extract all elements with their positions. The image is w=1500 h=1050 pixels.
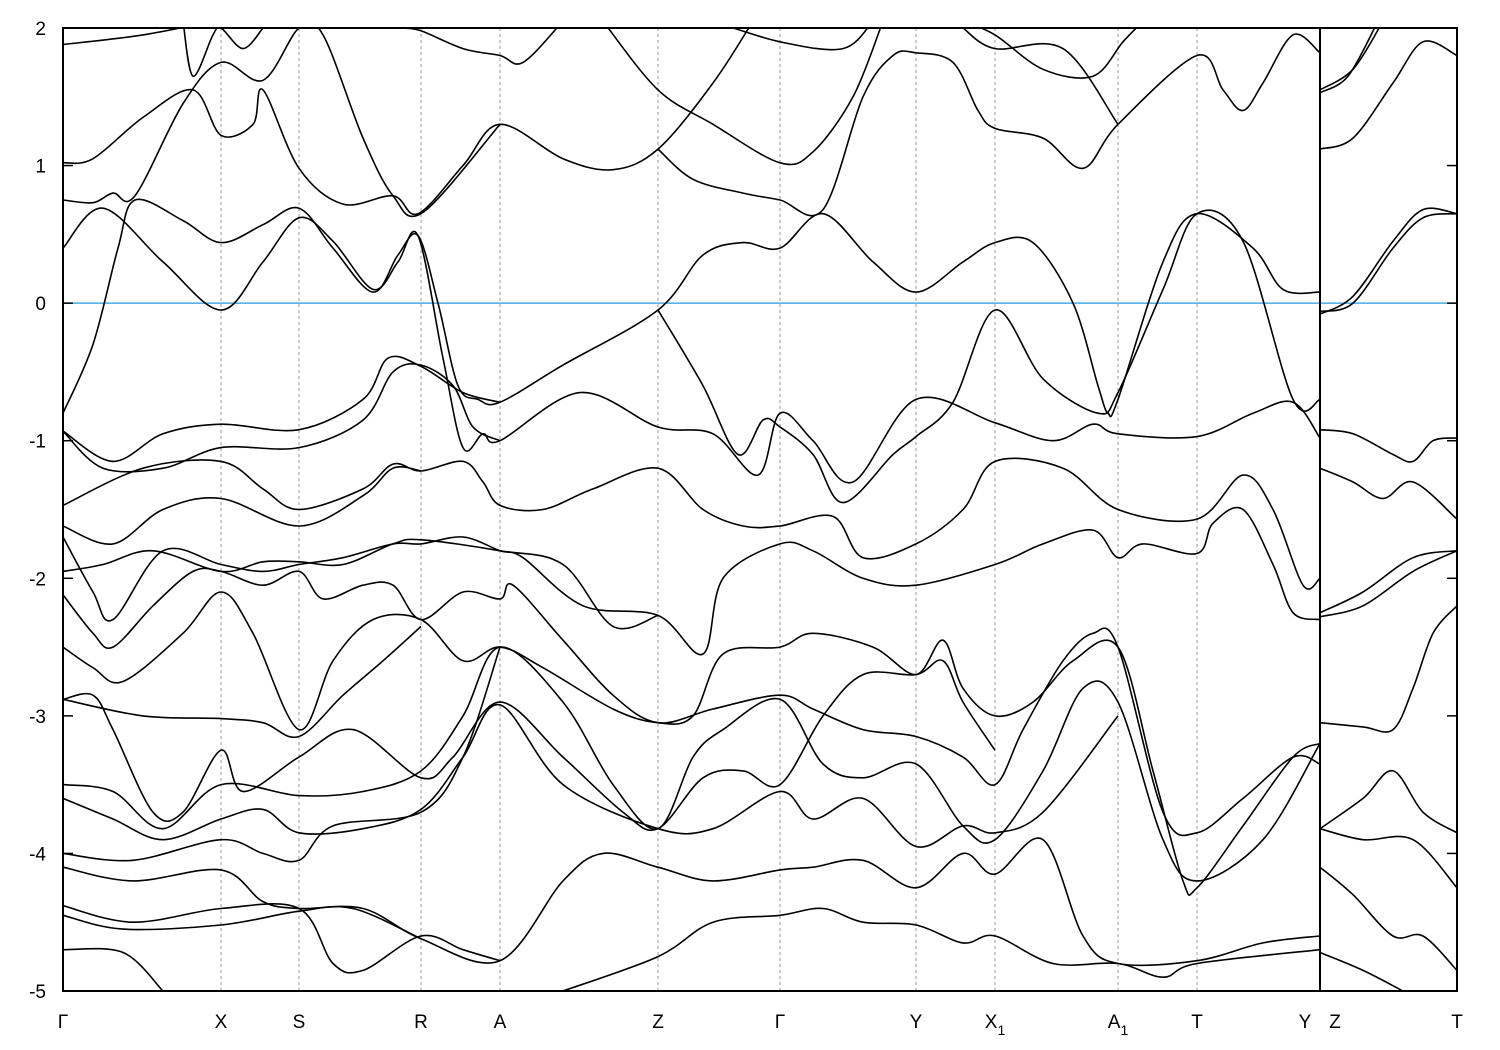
band-6 [63, 28, 185, 46]
x-tick-label: S [293, 1012, 306, 1033]
band-31 [63, 905, 422, 940]
band-13 [962, 28, 1119, 125]
band-17 [63, 466, 422, 545]
x-tick-text: S [293, 1012, 306, 1033]
x-tick-text: T [1451, 1012, 1463, 1033]
x-tick-text: Γ [58, 1012, 68, 1033]
x-tick-label: R [414, 1012, 428, 1033]
band-15 [63, 363, 501, 473]
bands [63, 28, 1457, 991]
x-tick-label: X1 [985, 1012, 1006, 1038]
x-tick-label: Z [1329, 1012, 1341, 1033]
x-tick-label: Γ [58, 1012, 68, 1033]
x-tick-text: A [1108, 1012, 1121, 1033]
band-21 [63, 591, 1321, 896]
band-1 [63, 198, 1321, 418]
x-tick-label: T [1451, 1012, 1463, 1033]
band-40 [1319, 550, 1457, 618]
y-tick-label: 2 [35, 19, 46, 40]
band-42 [1319, 770, 1457, 834]
y-tick-label: -4 [29, 844, 46, 865]
band-29 [63, 947, 164, 991]
band-44 [1319, 866, 1457, 971]
y-tick-label: -3 [29, 707, 46, 728]
band-24 [63, 646, 1321, 882]
band-25 [63, 704, 1119, 848]
band-43 [1319, 827, 1457, 889]
x-tick-text: X [985, 1012, 998, 1033]
band-32 [1319, 207, 1457, 315]
band-33 [1319, 212, 1457, 313]
x-tick-text: R [414, 1012, 428, 1033]
band-12 [979, 28, 1138, 79]
x-tick-text: Z [652, 1012, 664, 1033]
x-tick-label: Y [1299, 1012, 1312, 1033]
x-tick-label: Γ [775, 1012, 785, 1033]
x-tick-label: Y [910, 1012, 923, 1033]
band-19 [63, 538, 659, 630]
band-20 [63, 567, 1321, 837]
x-tick-subscript: 1 [1120, 1022, 1128, 1038]
plot-frame [62, 27, 1458, 992]
high-symmetry-lines [220, 28, 1321, 991]
band-23 [63, 625, 422, 739]
x-tick-text: Z [1329, 1012, 1341, 1033]
x-tick-label: A [494, 1012, 507, 1033]
band-10 [657, 33, 1321, 217]
band-28 [63, 903, 501, 974]
band-37 [1319, 428, 1457, 463]
y-tick-label: 0 [35, 294, 46, 315]
band-27 [63, 837, 1321, 967]
x-tick-text: A [494, 1012, 507, 1033]
x-axis-ticks: Γ X S R A Z Γ Y X1 A1 T Y Z T [58, 1012, 1463, 1038]
y-axis-ticks: 2 1 0 -1 -2 -3 -4 -5 [29, 19, 1457, 1003]
x-tick-label: T [1191, 1012, 1203, 1033]
x-tick-text: T [1191, 1012, 1203, 1033]
x-tick-text: Y [910, 1012, 923, 1033]
band-36 [1319, 28, 1376, 94]
band-14 [63, 457, 1321, 590]
band-5 [63, 28, 501, 218]
band-3 [657, 209, 1321, 504]
band-45 [1319, 951, 1404, 991]
y-tick-label: 1 [35, 157, 46, 178]
band-22 [63, 659, 996, 831]
band-18 [63, 506, 1321, 656]
y-tick-label: -5 [29, 982, 46, 1003]
y-tick-label: -1 [29, 432, 46, 453]
band-34 [1319, 40, 1457, 150]
x-tick-text: Y [1299, 1012, 1312, 1033]
band-30 [562, 907, 1321, 991]
band-39 [1319, 550, 1457, 614]
x-tick-text: Γ [775, 1012, 785, 1033]
band-16 [63, 355, 501, 463]
band-26 [63, 646, 501, 863]
band-38 [1319, 467, 1457, 520]
band-7 [183, 28, 264, 78]
x-tick-subscript: 1 [997, 1022, 1005, 1038]
band-8 [402, 28, 558, 65]
band-11 [730, 28, 869, 51]
band-41 [1319, 605, 1457, 733]
x-tick-label: X [215, 1012, 228, 1033]
x-tick-label: A1 [1108, 1012, 1129, 1038]
band-2 [63, 207, 1321, 484]
x-tick-label: Z [652, 1012, 664, 1033]
x-tick-text: X [215, 1012, 228, 1033]
y-tick-label: -2 [29, 569, 46, 590]
band-9 [607, 28, 882, 166]
band-4 [63, 28, 750, 216]
